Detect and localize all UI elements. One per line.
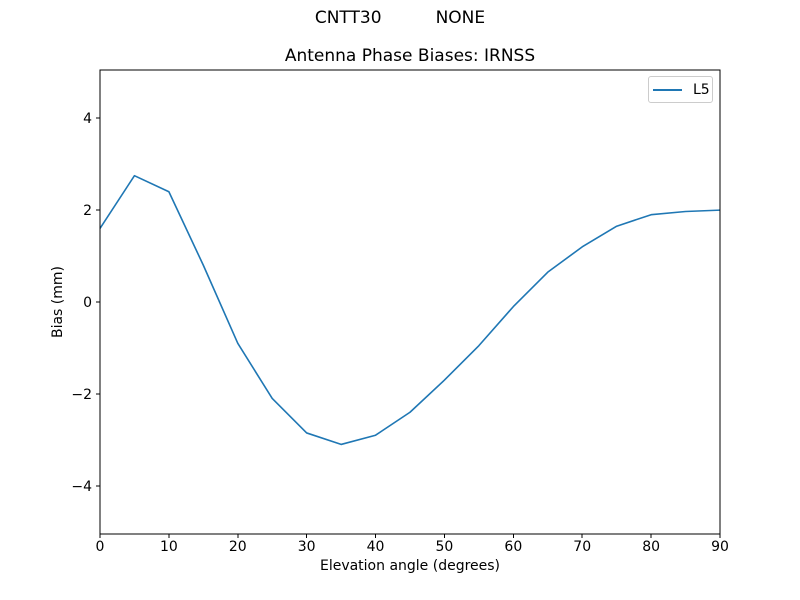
x-tick-label: 80 bbox=[642, 539, 660, 555]
axes-frame bbox=[99, 69, 721, 535]
x-tick-label: 40 bbox=[367, 539, 385, 555]
y-tick-label: 0 bbox=[83, 295, 92, 311]
y-axis-label: Bias (mm) bbox=[50, 265, 66, 339]
x-tick-label: 10 bbox=[160, 539, 178, 555]
x-tick-label: 30 bbox=[298, 539, 316, 555]
legend: L5 bbox=[648, 76, 713, 103]
x-tick-label: 60 bbox=[504, 539, 522, 555]
x-tick-label: 70 bbox=[573, 539, 591, 555]
legend-label: L5 bbox=[693, 81, 710, 98]
y-tick-label: −4 bbox=[71, 479, 92, 495]
x-tick-label: 20 bbox=[229, 539, 247, 555]
x-axis-label: Elevation angle (degrees) bbox=[319, 558, 501, 574]
chart-title: Antenna Phase Biases: IRNSS bbox=[284, 46, 536, 66]
x-tick-label: 0 bbox=[96, 539, 105, 555]
x-tick-label: 90 bbox=[711, 539, 729, 555]
series-line-l5 bbox=[99, 174, 721, 446]
legend-line-sample bbox=[653, 88, 682, 91]
y-tick-label: 2 bbox=[83, 203, 92, 219]
y-tick-label: −2 bbox=[71, 387, 92, 403]
x-tick-label: 50 bbox=[436, 539, 454, 555]
y-tick-label: 4 bbox=[83, 111, 92, 127]
figure-suptitle: CNTT30 NONE bbox=[314, 8, 486, 28]
